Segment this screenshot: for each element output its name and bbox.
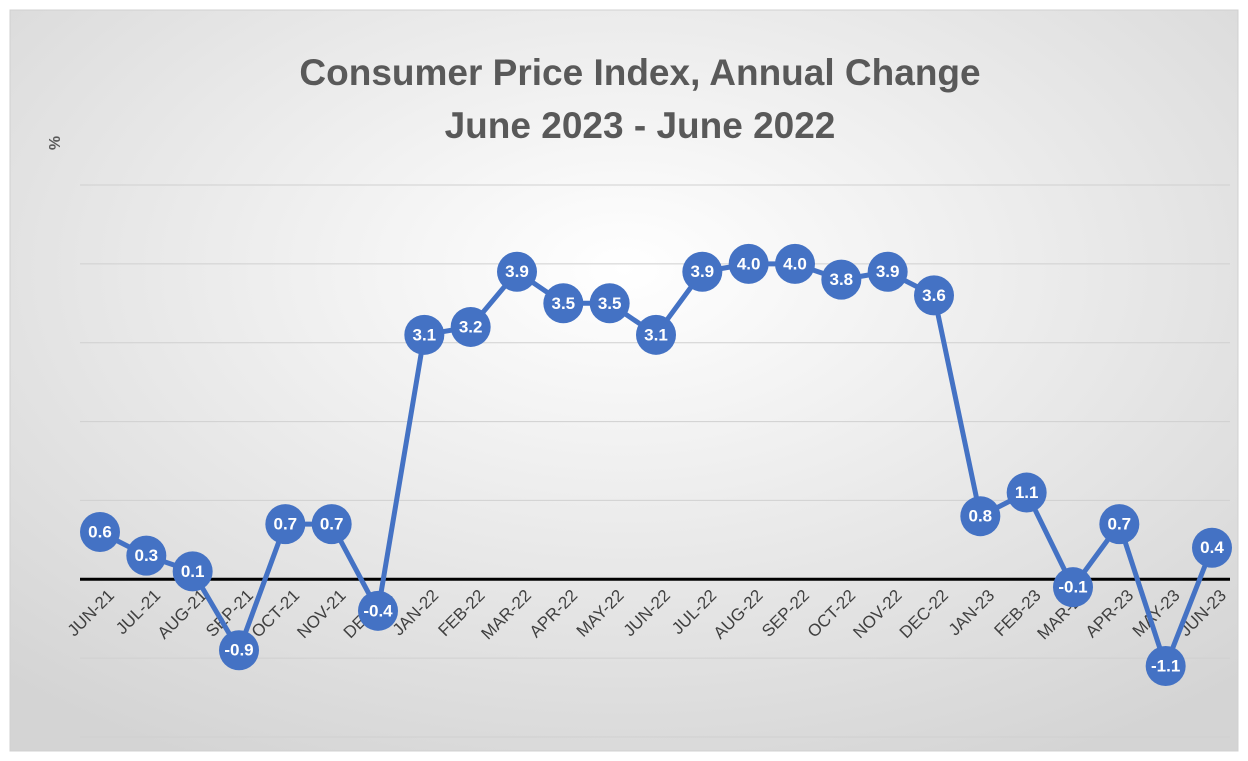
marker bbox=[914, 275, 954, 316]
marker bbox=[682, 251, 723, 292]
data-label: 3.5 bbox=[552, 294, 576, 313]
data-label: 0.7 bbox=[320, 515, 344, 534]
data-label: 3.9 bbox=[691, 262, 715, 281]
marker bbox=[497, 251, 537, 292]
marker bbox=[311, 504, 352, 545]
data-label: -0.9 bbox=[224, 641, 253, 660]
marker bbox=[80, 511, 120, 552]
data-label: -1.1 bbox=[1151, 657, 1180, 676]
chart-subtitle: June 2023 - June 2022 bbox=[445, 105, 836, 146]
marker bbox=[1099, 504, 1140, 545]
data-label: 3.6 bbox=[922, 286, 946, 305]
data-label: 1.1 bbox=[1015, 483, 1039, 502]
marker bbox=[265, 504, 306, 545]
marker bbox=[1053, 567, 1093, 608]
marker bbox=[821, 259, 862, 300]
marker bbox=[543, 283, 584, 324]
data-label: 3.5 bbox=[598, 294, 622, 313]
data-label: 0.3 bbox=[135, 546, 159, 565]
data-label: -0.4 bbox=[363, 601, 393, 620]
marker bbox=[960, 496, 1001, 537]
data-label: 0.6 bbox=[88, 522, 112, 541]
marker bbox=[636, 314, 676, 355]
marker bbox=[126, 535, 167, 576]
marker bbox=[172, 551, 213, 592]
marker bbox=[404, 314, 445, 355]
data-label: 0.4 bbox=[1200, 538, 1224, 557]
chart-background bbox=[9, 9, 1239, 752]
data-label: 3.9 bbox=[505, 262, 529, 281]
data-label: -0.1 bbox=[1058, 578, 1087, 597]
marker bbox=[1145, 646, 1186, 687]
data-label: 3.1 bbox=[644, 325, 668, 344]
data-label: 0.1 bbox=[181, 562, 205, 581]
data-label: 3.1 bbox=[413, 325, 437, 344]
marker bbox=[775, 243, 815, 284]
data-label: 0.7 bbox=[1108, 515, 1132, 534]
data-label: 3.2 bbox=[459, 317, 483, 336]
marker bbox=[450, 306, 491, 347]
marker bbox=[1006, 472, 1047, 513]
y-axis-label: % bbox=[47, 136, 64, 150]
chart-title: Consumer Price Index, Annual Change bbox=[299, 52, 980, 93]
marker bbox=[358, 590, 398, 631]
marker bbox=[728, 243, 769, 284]
data-label: 4.0 bbox=[737, 254, 761, 273]
marker bbox=[867, 251, 908, 292]
data-label: 3.8 bbox=[830, 270, 854, 289]
marker bbox=[219, 630, 259, 671]
marker bbox=[589, 283, 630, 324]
data-label: 4.0 bbox=[783, 254, 807, 273]
data-label: 0.8 bbox=[969, 507, 993, 526]
data-label: 3.9 bbox=[876, 262, 900, 281]
marker bbox=[1192, 527, 1232, 568]
data-label: 0.7 bbox=[274, 515, 298, 534]
